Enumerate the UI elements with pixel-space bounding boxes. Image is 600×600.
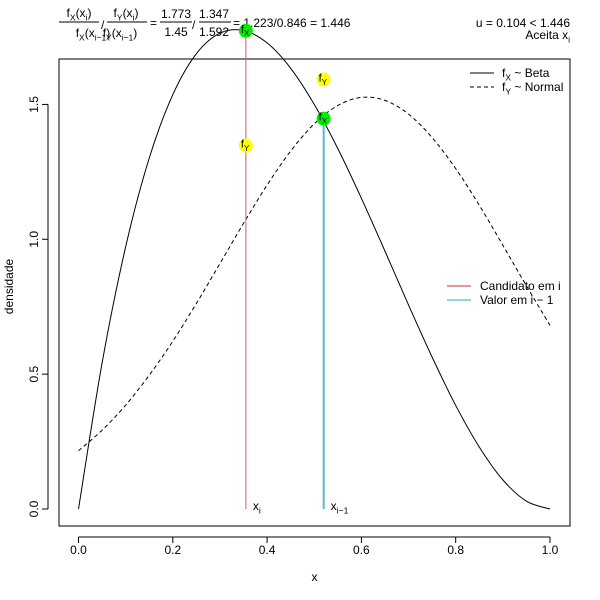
- legend-label: Valor em i − 1: [480, 293, 554, 307]
- x-tick-label: 0.6: [353, 543, 370, 557]
- x-tick-label: 0.0: [70, 543, 87, 557]
- y-tick-label: 1.5: [27, 96, 41, 113]
- value-numerator-2: 1.347: [199, 7, 229, 21]
- point-marker: [316, 72, 331, 87]
- point-label: fX: [241, 24, 250, 38]
- legend-label: fY ~ Normal: [502, 80, 563, 97]
- acceptance-decision: Aceita xi: [525, 28, 570, 45]
- x-axis-label: x: [312, 570, 318, 584]
- ratio-y-denominator: fY(xi−1): [103, 26, 138, 43]
- plot-area: [58, 58, 571, 527]
- density-curves: [78, 29, 551, 510]
- y-tick-label: 0.0: [27, 500, 41, 517]
- beta-density-point: fX: [238, 23, 253, 38]
- normal-density-point: fY: [316, 72, 331, 87]
- y-tick-label: 0.5: [27, 365, 41, 382]
- x-tick-label: 1.0: [542, 543, 559, 557]
- division-slash: /: [192, 18, 196, 32]
- point-label: fY: [319, 73, 328, 87]
- ratio-x-numerator: fX(xi): [67, 6, 92, 23]
- x-tick-label: 0.4: [259, 543, 276, 557]
- normal-density-line: [78, 96, 551, 452]
- vertical-segments: xi xi−1: [245, 30, 349, 516]
- legend-label: Candidato em i: [480, 279, 561, 293]
- ratio-x-denominator: fX(xi−1): [76, 26, 111, 43]
- beta-density-point: fX: [316, 111, 331, 126]
- ratio-y-numerator: fY(xi): [114, 6, 139, 23]
- x-tick-label: 0.8: [447, 543, 464, 557]
- value-numerator-1: 1.773: [161, 7, 191, 21]
- axes: 0.0 0.2 0.4 0.6 0.8 1.0 0.0 0.5 1.0 1.5 x densidade: [2, 96, 559, 584]
- beta-density-line: [78, 29, 551, 510]
- ratio-result: = 1.223/0.846 = 1.446: [233, 16, 351, 30]
- point-marker: [238, 23, 253, 38]
- density-points: fX fY fX fY: [238, 23, 331, 153]
- x-tick-label: 0.2: [164, 543, 181, 557]
- previous-x-label: xi−1: [331, 499, 349, 516]
- y-tick-label: 1.0: [27, 231, 41, 248]
- y-axis-label: densidade: [2, 258, 16, 314]
- u-comparison: u = 0.104 < 1.446: [476, 16, 570, 30]
- candidate-x-label: xi: [253, 499, 261, 516]
- value-denominator-1: 1.45: [164, 25, 188, 39]
- normal-density-point: fY: [238, 138, 253, 153]
- value-denominator-2: 1.592: [199, 25, 229, 39]
- division-slash: /: [101, 18, 105, 32]
- point-marker: [238, 138, 253, 153]
- legend-label: fX ~ Beta: [502, 66, 550, 83]
- equals-sign: =: [150, 16, 157, 30]
- acceptance-ratio-formula: fX(xi)fX(xi−1)/fY(xi)fY(xi−1)=1.7731.45/…: [59, 6, 351, 43]
- point-label: fX: [319, 112, 328, 126]
- point-label: fY: [241, 139, 250, 153]
- point-marker: [316, 111, 331, 126]
